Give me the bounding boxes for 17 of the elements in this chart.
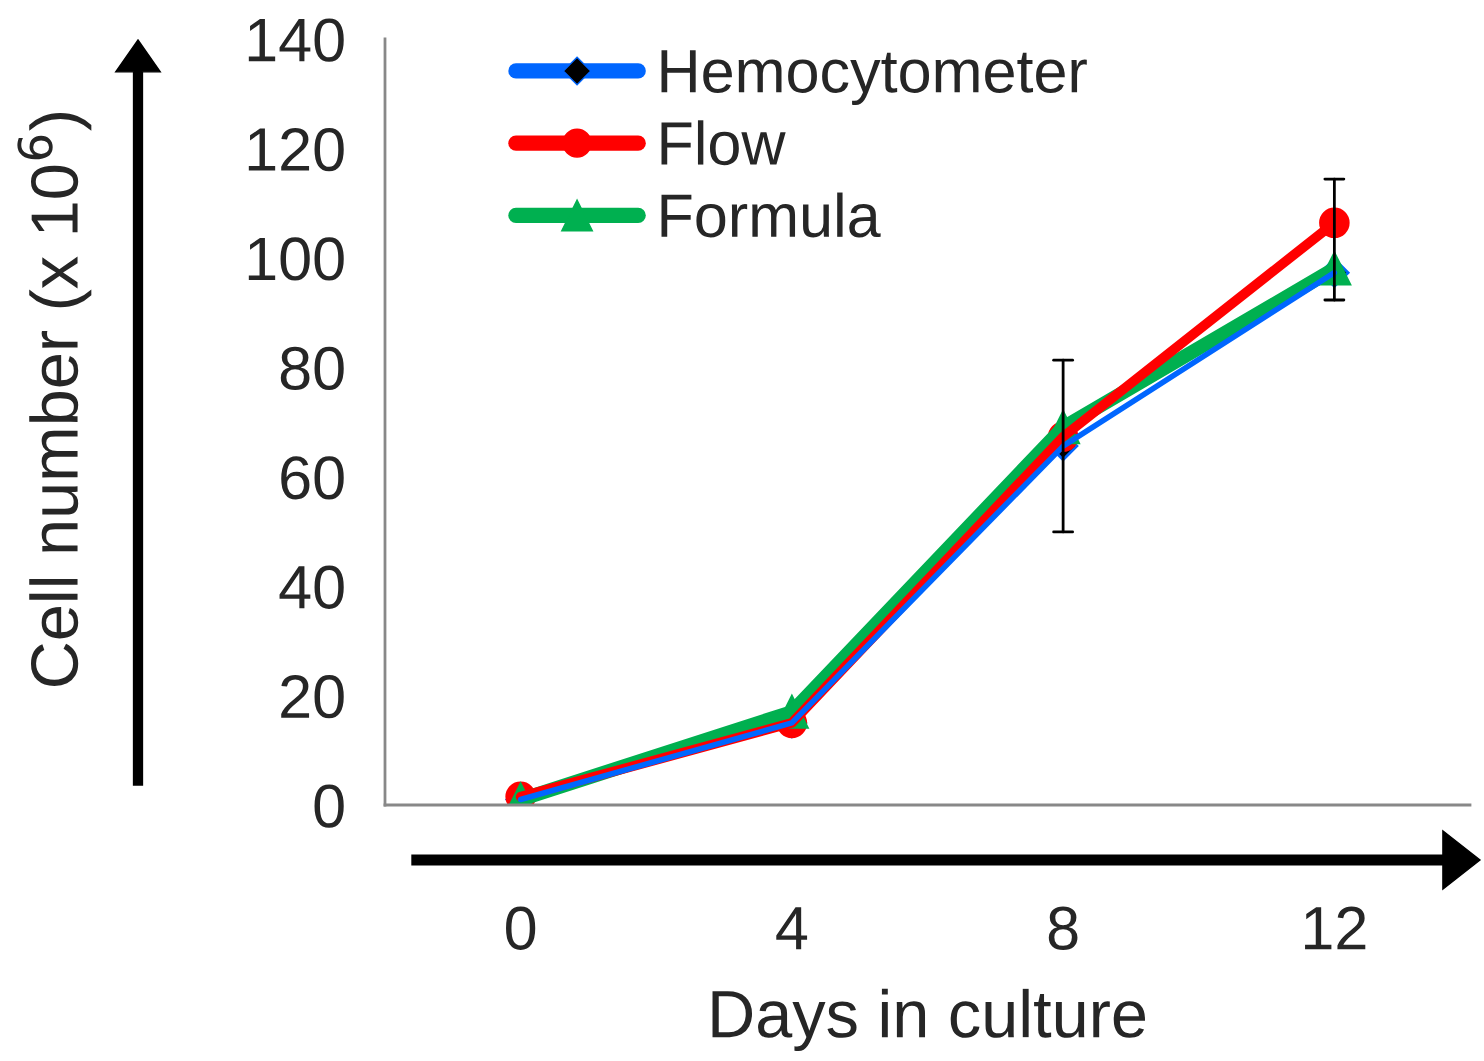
y-tick-label: 80 bbox=[280, 346, 344, 391]
y-tick-label: 20 bbox=[281, 675, 344, 719]
x-tick-label: 8 bbox=[1048, 906, 1078, 950]
x-tick-label: 0 bbox=[506, 906, 536, 950]
y-tick-label: 120 bbox=[248, 127, 344, 172]
y-axis-title: Cell number (x 10$^{6}$) bbox=[17, 113, 92, 686]
x-tick-label: 12 bbox=[1305, 906, 1366, 950]
x-tick-label: 4 bbox=[776, 907, 808, 950]
y-tick-label: 0 bbox=[314, 784, 344, 828]
legend-label: Flow bbox=[661, 120, 786, 166]
legend-label: Hemocytometer bbox=[661, 50, 1087, 106]
y-tick-label: 40 bbox=[279, 565, 344, 609]
y-tick-label: 140 bbox=[248, 18, 344, 62]
y-tick-label: 100 bbox=[248, 237, 344, 281]
legend-label: Formula bbox=[661, 192, 881, 238]
x-axis-title: Days in culture bbox=[712, 988, 1146, 1051]
y-tick-label: 60 bbox=[281, 456, 344, 500]
